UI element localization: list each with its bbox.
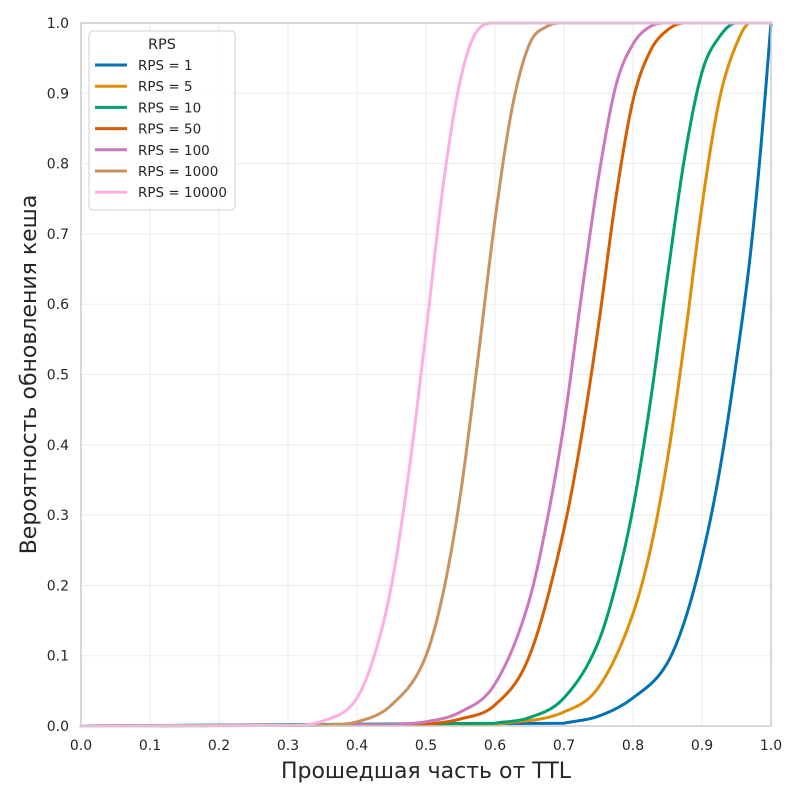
y-tick-label: 0.3 — [47, 508, 69, 524]
y-tick-label: 0.8 — [47, 157, 69, 173]
x-tick-label: 0.8 — [622, 738, 644, 754]
legend-label-2: RPS = 10 — [138, 100, 201, 116]
series-line-2 — [79, 21, 773, 728]
y-tick-label: 0.2 — [47, 578, 69, 594]
legend-title: RPS — [148, 37, 176, 53]
y-axis-label: Вероятность обновления кеша — [17, 195, 42, 555]
y-tick-labels: 0.0 0.1 0.2 0.3 0.4 0.5 0.6 0.7 0.8 0.9 1.0 — [47, 16, 69, 735]
legend-label-0: RPS = 1 — [138, 58, 193, 74]
x-tick-label: 0.9 — [691, 738, 713, 754]
y-tick-label: 0.0 — [47, 719, 69, 735]
y-tick-label: 0.7 — [47, 227, 69, 243]
x-tick-label: 0.5 — [415, 738, 437, 754]
legend-entries: RPS = 1 RPS = 5 RPS = 10 RPS = 50 RPS = 100 R… — [95, 58, 227, 201]
y-tick-label: 1.0 — [47, 16, 69, 32]
x-tick-label: 0.4 — [346, 738, 368, 754]
legend-label-4: RPS = 100 — [138, 143, 210, 159]
x-tick-label: 0.2 — [208, 738, 230, 754]
series-line-1 — [79, 21, 773, 728]
legend-label-5: RPS = 1000 — [138, 164, 218, 180]
y-tick-label: 0.5 — [47, 368, 69, 384]
x-tick-label: 0.7 — [553, 738, 575, 754]
series-line-0 — [79, 21, 773, 728]
x-tick-label: 0.6 — [484, 738, 506, 754]
x-tick-label: 0.1 — [139, 738, 161, 754]
x-tick-labels: 0.0 0.1 0.2 0.3 0.4 0.5 0.6 0.7 0.8 0.9 1.0 — [70, 738, 782, 754]
legend-box — [88, 30, 236, 211]
legend-label-6: RPS = 10000 — [138, 185, 227, 201]
y-tick-label: 0.9 — [47, 86, 69, 102]
x-axis-label: Прошедшая часть от TTL — [281, 759, 572, 784]
legend-label-3: RPS = 50 — [138, 122, 201, 138]
legend-label-1: RPS = 5 — [138, 79, 193, 95]
y-tick-label: 0.6 — [47, 297, 69, 313]
plot-frame — [80, 22, 772, 727]
x-tick-label: 1.0 — [760, 738, 782, 754]
y-tick-label: 0.1 — [47, 649, 69, 665]
x-tick-label: 0.3 — [277, 738, 299, 754]
y-tick-label: 0.4 — [47, 438, 69, 454]
x-tick-label: 0.0 — [70, 738, 92, 754]
